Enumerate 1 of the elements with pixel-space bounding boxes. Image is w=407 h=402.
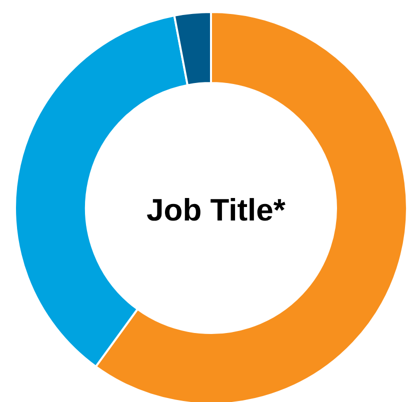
text: Job Title* — [146, 192, 286, 228]
